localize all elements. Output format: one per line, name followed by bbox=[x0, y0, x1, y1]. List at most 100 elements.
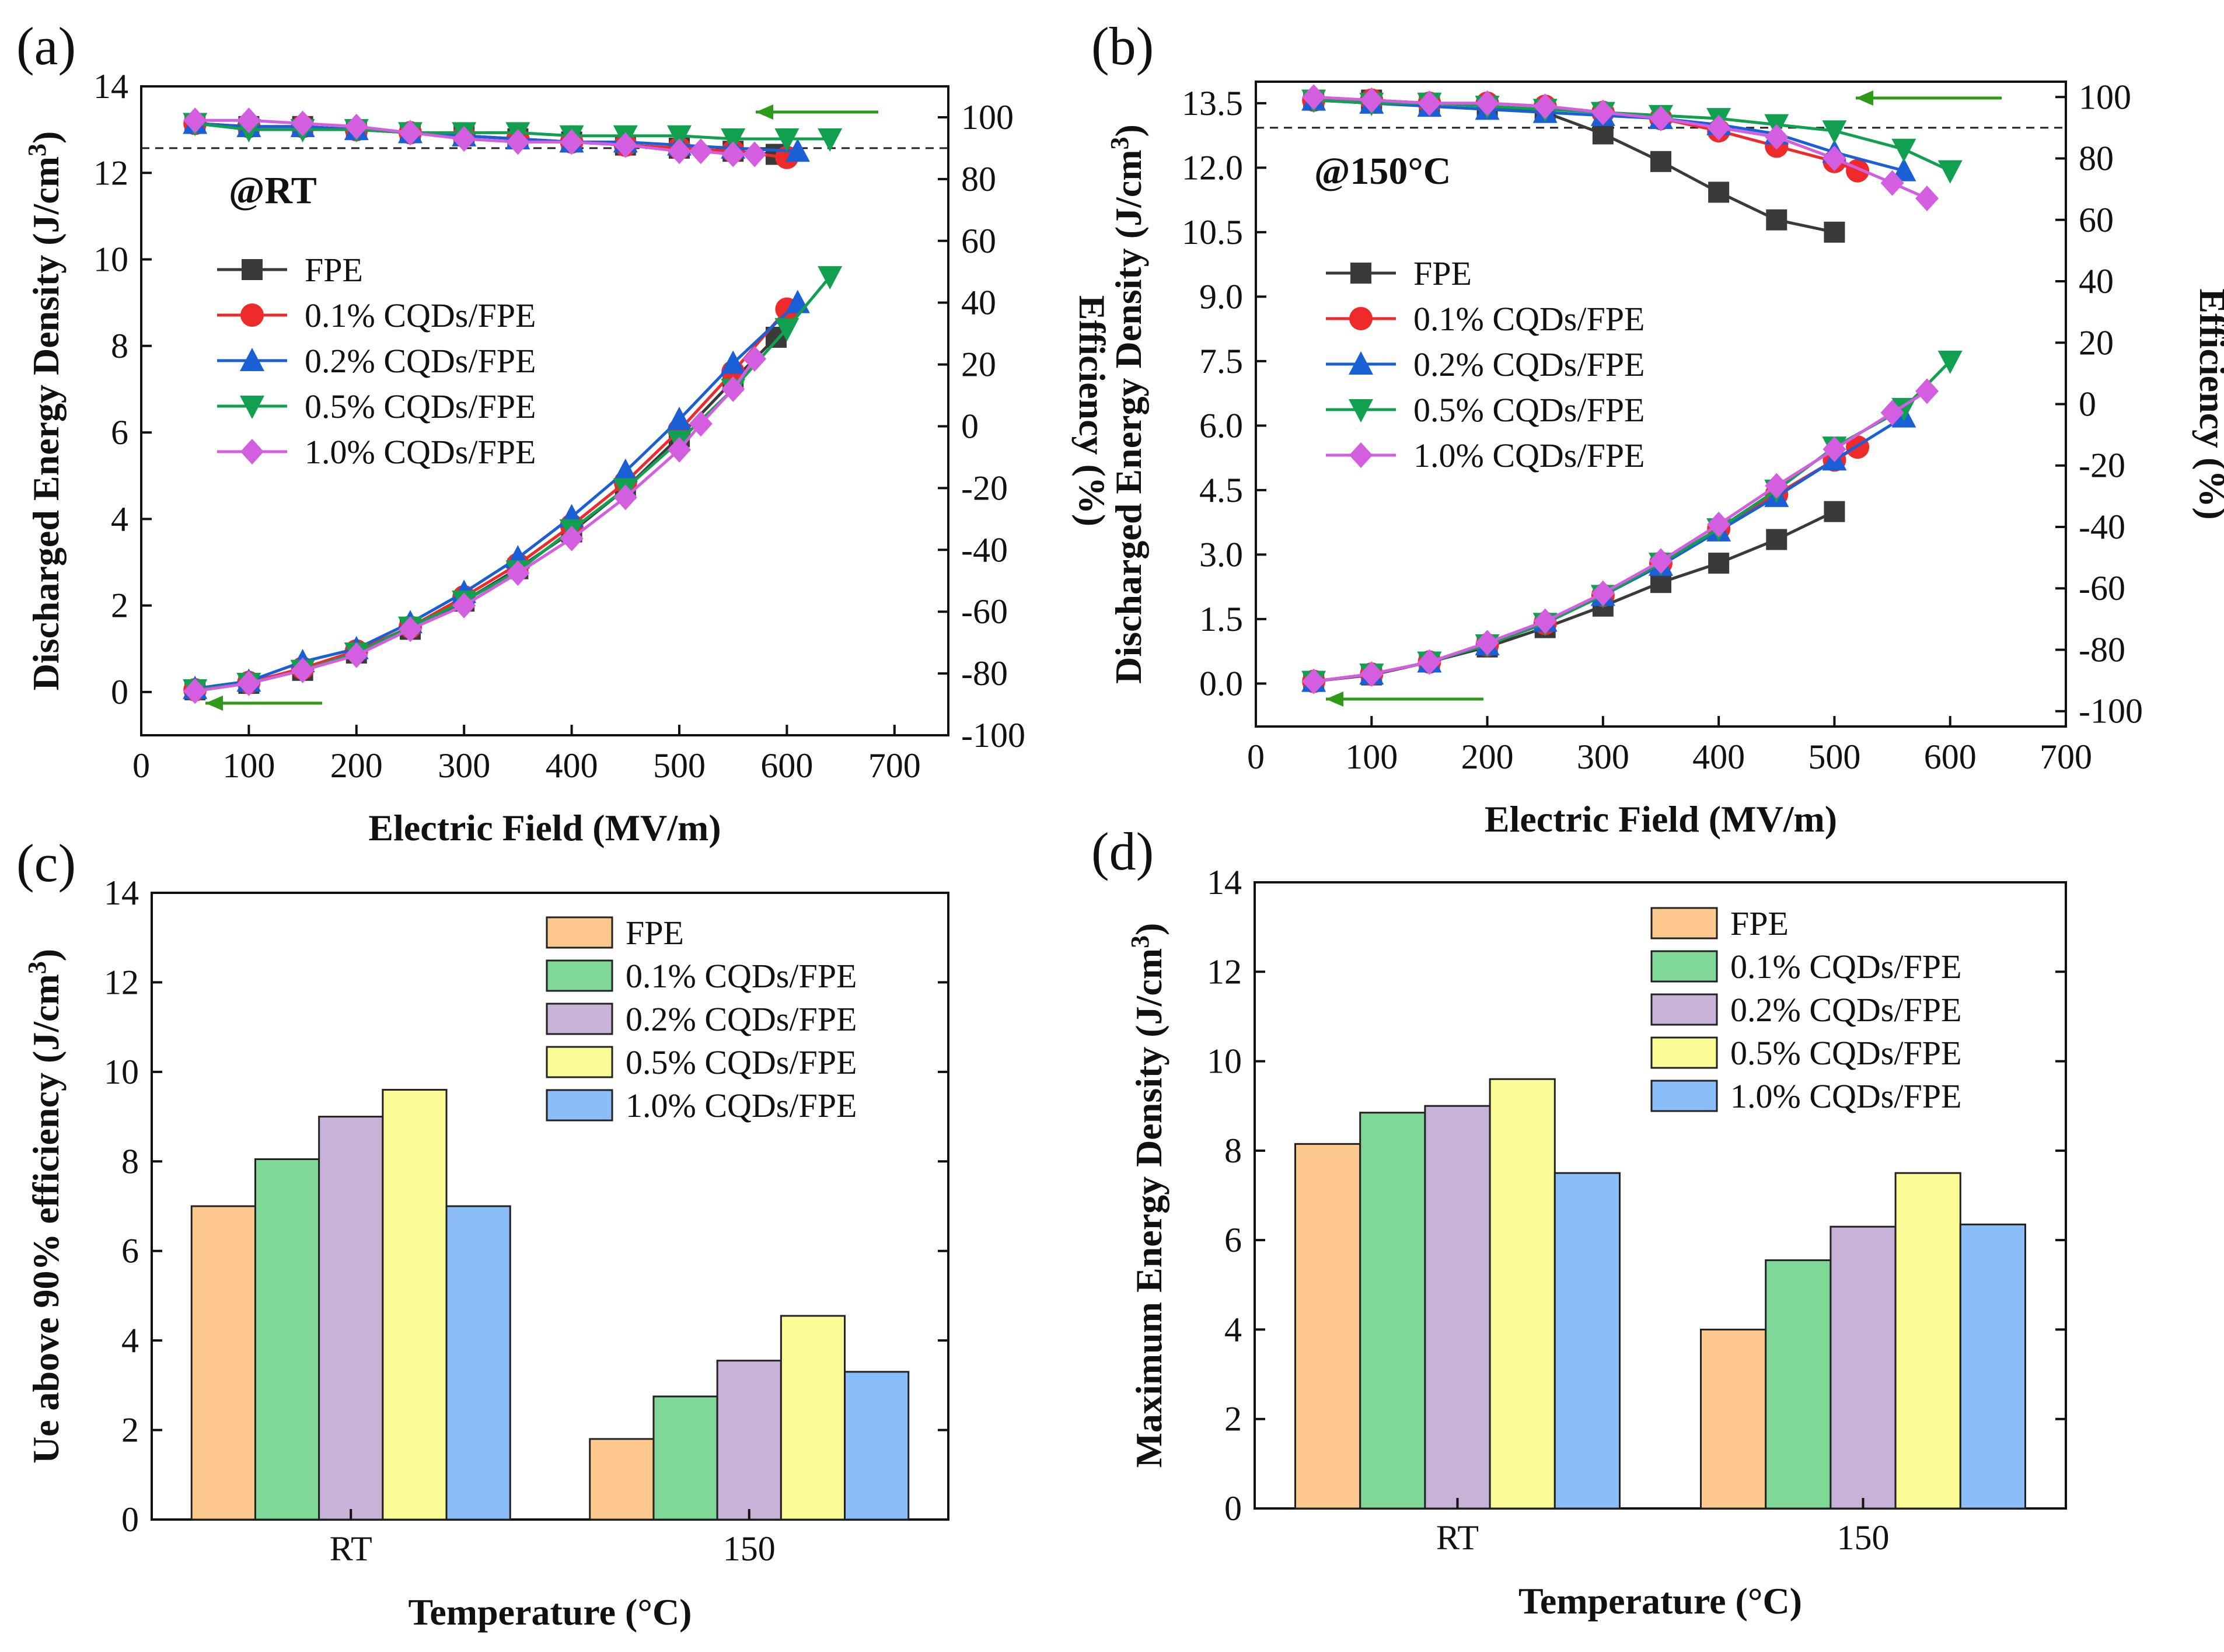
efficiency-point bbox=[743, 141, 767, 167]
panel-d: 0 2 4 6 8 10 12 14 RT 150 FPE 0.1% CQDs/FPE 0.2% CQD… bbox=[1091, 822, 2067, 1622]
energy-point bbox=[721, 350, 746, 374]
y2-tick-label: 80 bbox=[961, 160, 996, 198]
energy-point bbox=[1765, 473, 1789, 499]
y2-tick-label: 40 bbox=[2079, 262, 2114, 301]
panel-label: (d) bbox=[1091, 822, 1154, 881]
y-tick-label: 8 bbox=[111, 327, 128, 365]
y-tick-label: 13.5 bbox=[1182, 84, 1243, 123]
y2-axis-title-group: Efficiency (%) bbox=[2192, 288, 2224, 519]
efficiency-point bbox=[613, 132, 637, 158]
efficiency-point bbox=[452, 126, 476, 152]
x-tick-label: 300 bbox=[1577, 738, 1629, 776]
x-tick-label: 700 bbox=[868, 746, 921, 785]
legend-label: 0.5% CQDs/FPE bbox=[1413, 391, 1645, 429]
energy-point bbox=[1823, 436, 1846, 462]
y-tick-label: 6 bbox=[1224, 1221, 1242, 1259]
y-tick-label: 10 bbox=[104, 1053, 139, 1091]
y-tick-label: 12.0 bbox=[1182, 148, 1243, 187]
energy-point bbox=[1418, 649, 1441, 675]
legend-label: 0.1% CQDs/FPE bbox=[626, 957, 857, 995]
x-tick-label: 200 bbox=[330, 746, 383, 785]
y-axis-title: Ue above 90% efficiency (J/cm3) bbox=[23, 949, 67, 1464]
efficiency-point bbox=[1533, 93, 1557, 120]
plot-frame bbox=[140, 85, 949, 736]
y-axis-title-group: Maximum Energy Density (J/cm3) bbox=[1126, 923, 1169, 1468]
efficiency-line bbox=[195, 122, 798, 153]
efficiency-point bbox=[291, 110, 315, 137]
x-tick-label: 150 bbox=[1837, 1518, 1890, 1557]
condition-annotation: @150°C bbox=[1314, 150, 1451, 193]
energy-point bbox=[344, 642, 368, 668]
x-tick-label: 100 bbox=[222, 746, 275, 785]
bar bbox=[1894, 1172, 1961, 1510]
legend-label: FPE bbox=[1413, 254, 1472, 292]
y-tick-label: 4 bbox=[111, 500, 128, 538]
efficiency-point bbox=[506, 129, 530, 155]
legend-label: 1.0% CQDs/FPE bbox=[1730, 1077, 1961, 1115]
legend-label: 0.1% CQDs/FPE bbox=[1730, 948, 1961, 986]
legend-label: 0.2% CQDs/FPE bbox=[1730, 991, 1961, 1029]
efficiency-point bbox=[1650, 151, 1671, 172]
y2-tick-label: 60 bbox=[961, 222, 996, 260]
panel-a: 0 100 200 300 400 500 600 70002468101214-100-80… bbox=[16, 16, 1113, 848]
efficiency-point bbox=[1766, 209, 1787, 230]
y2-tick-label: 60 bbox=[2079, 201, 2114, 239]
y-tick-label: 2 bbox=[111, 586, 128, 625]
energy-line bbox=[1313, 510, 1835, 683]
x-tick-label: 500 bbox=[653, 746, 706, 785]
y-tick-label: 12 bbox=[104, 963, 139, 1001]
y2-axis-title-group: Efficiency (%) bbox=[1071, 295, 1113, 526]
y-tick-label: 14 bbox=[1207, 863, 1242, 902]
efficiency-point bbox=[721, 141, 745, 167]
efficiency-point bbox=[1591, 99, 1615, 125]
legend-swatch bbox=[1650, 993, 1718, 1026]
y-axis-title: Discharged Energy Density (J/cm3) bbox=[1105, 124, 1149, 684]
legend-swatch bbox=[546, 1046, 613, 1078]
y2-tick-label: -40 bbox=[961, 530, 1008, 569]
efficiency-point bbox=[667, 125, 692, 149]
x-tick-label: 100 bbox=[1345, 738, 1398, 776]
y-tick-label: 9.0 bbox=[1199, 277, 1243, 316]
legend-marker bbox=[240, 439, 264, 464]
legend-swatch bbox=[1650, 907, 1718, 939]
energy-point bbox=[1891, 397, 1916, 421]
panel-c: 0 2 4 6 8 10 12 14 RT 150 FPE 0.1% CQDs/FPE 0.2% CQD… bbox=[16, 833, 949, 1633]
bar bbox=[780, 1315, 846, 1521]
bar bbox=[1424, 1105, 1491, 1510]
energy-line bbox=[1313, 390, 1928, 683]
bar bbox=[1359, 1112, 1426, 1510]
y2-tick-label: 0 bbox=[2079, 385, 2096, 424]
y2-tick-label: -20 bbox=[961, 469, 1008, 507]
bar bbox=[716, 1360, 782, 1521]
efficiency-point bbox=[1418, 90, 1441, 116]
x-tick-label: 300 bbox=[438, 746, 490, 785]
energy-point bbox=[1475, 630, 1499, 656]
bar bbox=[382, 1089, 448, 1521]
legend-label: 0.1% CQDs/FPE bbox=[305, 296, 536, 334]
bar bbox=[589, 1438, 655, 1521]
bar bbox=[254, 1158, 320, 1521]
y-tick-label: 10 bbox=[1207, 1042, 1242, 1081]
legend-label: 1.0% CQDs/FPE bbox=[626, 1087, 857, 1124]
legend-swatch bbox=[546, 1003, 613, 1035]
energy-point bbox=[613, 458, 638, 482]
energy-point bbox=[1880, 400, 1904, 426]
legend-label: 0.2% CQDs/FPE bbox=[1413, 345, 1645, 383]
x-axis-title: Electric Field (MV/m) bbox=[368, 807, 721, 848]
y-axis-title-group: Ue above 90% efficiency (J/cm3) bbox=[23, 949, 67, 1464]
y-axis-title-group: Discharged Energy Density (J/cm3) bbox=[23, 131, 67, 691]
x-axis-title: Electric Field (MV/m) bbox=[1485, 798, 1837, 840]
bar bbox=[1959, 1223, 2027, 1510]
efficiency-point bbox=[1592, 123, 1614, 145]
x-axis-title: Temperature (°C) bbox=[409, 1591, 692, 1633]
x-tick-label: 0 bbox=[132, 746, 150, 785]
panel-label: (b) bbox=[1091, 16, 1154, 76]
energy-point bbox=[1360, 661, 1384, 687]
efficiency-point bbox=[1915, 185, 1939, 211]
energy-point bbox=[1708, 553, 1730, 574]
y-tick-label: 3.0 bbox=[1199, 535, 1243, 574]
plot-frame bbox=[151, 892, 949, 1521]
efficiency-point bbox=[1822, 120, 1847, 144]
y-tick-label: 14 bbox=[104, 874, 139, 912]
